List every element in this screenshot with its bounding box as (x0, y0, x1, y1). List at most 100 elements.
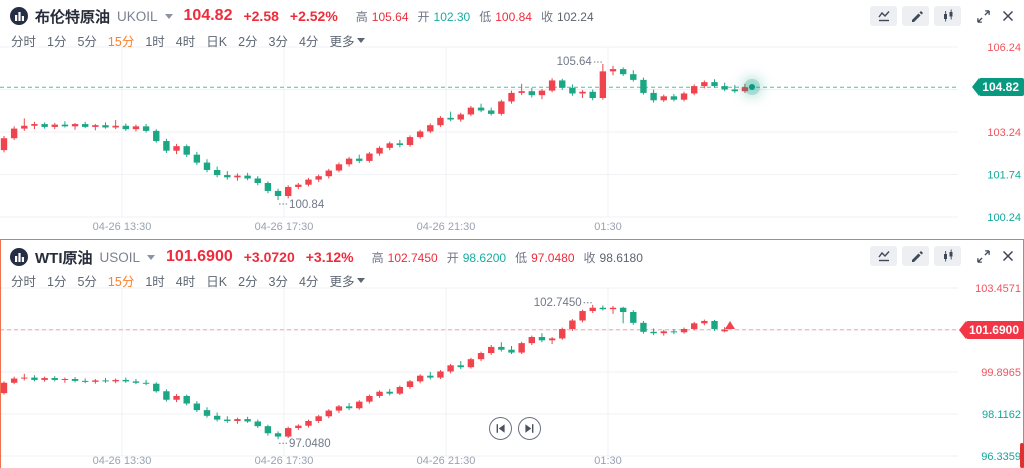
stat-label: 开 (417, 9, 430, 24)
chevron-down-icon (357, 38, 366, 43)
badge-value: 104.82 (979, 78, 1024, 97)
replay-controls (489, 417, 541, 440)
stat-label: 收 (540, 9, 553, 24)
current-price-badge: 101.6900 (958, 320, 1024, 339)
svg-text:103.24: 103.24 (987, 127, 1021, 139)
chart-toolbar (870, 6, 1018, 26)
svg-text:102.7450: 102.7450 (534, 297, 582, 309)
more-label: 更多 (329, 275, 355, 289)
instrument-symbol: USOIL (99, 249, 141, 265)
last-price: 101.6900 (166, 248, 233, 265)
timeframe-tab[interactable]: 4分 (298, 35, 319, 49)
stat-value: 98.6180 (599, 250, 643, 265)
svg-text:04-26 21:30: 04-26 21:30 (417, 455, 476, 467)
header-stats: 高 102.7450 开 98.6200 低 97.0480 收 98.6180 (367, 249, 643, 266)
candlestick-icon[interactable] (934, 246, 961, 266)
symbol-dropdown-caret-icon[interactable] (147, 254, 156, 260)
svg-text:98.1162: 98.1162 (982, 409, 1021, 421)
badge-arrow (972, 78, 980, 97)
timeframe-tab[interactable]: 3分 (268, 275, 288, 289)
stat-value: 102.7450 (387, 250, 438, 265)
timeframe-tab[interactable]: 分时 (11, 275, 37, 289)
price-change-percent: +3.12% (305, 249, 354, 265)
timeframe-tab[interactable]: 5分 (77, 275, 97, 289)
timeframe-tab[interactable]: 15分 (107, 35, 135, 49)
timeframe-tabs: 分时 1分 5分 15分 1时 4时 日K 2分 3分 4分 更多 (11, 31, 366, 50)
expand-icon[interactable] (973, 246, 993, 266)
svg-text:01:30: 01:30 (594, 455, 622, 467)
stat-value: 100.84 (495, 9, 532, 24)
last-tick-triangle-marker (725, 321, 735, 330)
timeframe-tab[interactable]: 2分 (238, 35, 258, 49)
close-icon[interactable] (998, 6, 1018, 26)
timeframe-tab[interactable]: 日K (206, 275, 228, 289)
stat-label: 高 (371, 250, 384, 265)
panel-header-ukoil: 布伦特原油 UKOIL 104.82 +2.58 +2.52% 高 105.64 开… (10, 5, 594, 27)
stat-label: 高 (355, 9, 368, 24)
instrument-name: WTI原油 (35, 249, 93, 267)
timeframe-tab[interactable]: 3分 (268, 35, 288, 49)
svg-text:105.64: 105.64 (557, 56, 593, 68)
timeframe-tab[interactable]: 1时 (145, 275, 165, 289)
timeframe-tab[interactable]: 分时 (11, 35, 37, 49)
stat-label: 低 (479, 9, 492, 24)
timeframe-tab[interactable]: 1分 (47, 275, 67, 289)
symbol-dropdown-caret-icon[interactable] (164, 13, 173, 19)
candlestick-icon[interactable] (934, 6, 961, 26)
stat-value: 97.0480 (531, 250, 575, 265)
badge-arrow (958, 320, 966, 339)
draw-icon[interactable] (902, 6, 929, 26)
last-price: 104.82 (183, 7, 233, 24)
timeframe-tab[interactable]: 1时 (145, 35, 165, 49)
indicator-icon[interactable] (870, 246, 897, 266)
timeframe-tab[interactable]: 4分 (298, 275, 319, 289)
instrument-logo-icon (10, 248, 28, 266)
timeframe-tab[interactable]: 15分 (107, 275, 135, 289)
current-price-badge: 104.82 (972, 78, 1024, 97)
timeframe-tab[interactable]: 4时 (175, 275, 196, 289)
more-timeframes-dropdown[interactable]: 更多 (329, 271, 366, 290)
chart-toolbar (870, 246, 1018, 266)
more-timeframes-dropdown[interactable]: 更多 (329, 31, 366, 50)
svg-text:04-26 17:30: 04-26 17:30 (255, 221, 314, 233)
timeframe-tabs: 分时 1分 5分 15分 1时 4时 日K 2分 3分 4分 更多 (11, 271, 366, 290)
timeframe-tab[interactable]: 5分 (77, 35, 97, 49)
timeframe-tab[interactable]: 1分 (47, 35, 67, 49)
price-change-percent: +2.52% (289, 8, 338, 24)
stat-value: 102.30 (433, 9, 471, 24)
draw-icon[interactable] (902, 246, 929, 266)
svg-text:99.8965: 99.8965 (981, 367, 1021, 379)
skip-to-start-icon[interactable] (489, 417, 512, 440)
instrument-name: 布伦特原油 (35, 8, 111, 26)
svg-text:103.4571: 103.4571 (975, 283, 1021, 295)
timeframe-tab[interactable]: 日K (206, 35, 228, 49)
panel-header-usoil: WTI原油 USOIL 101.6900 +3.0720 +3.12% 高 102… (10, 246, 643, 268)
instrument-symbol: UKOIL (117, 8, 158, 24)
last-tick-glow-marker (749, 84, 755, 91)
svg-text:97.0480: 97.0480 (289, 438, 331, 450)
timeframe-tab[interactable]: 2分 (238, 275, 258, 289)
scrollbar-thumb[interactable] (1020, 443, 1024, 468)
indicator-icon[interactable] (870, 6, 897, 26)
stat-value: 102.24 (556, 9, 594, 24)
svg-text:100.84: 100.84 (289, 199, 325, 211)
timeframe-tab[interactable]: 4时 (175, 35, 196, 49)
price-change: +2.58 (243, 8, 279, 24)
svg-text:04-26 21:30: 04-26 21:30 (417, 221, 476, 233)
svg-text:96.3359: 96.3359 (981, 451, 1021, 463)
stat-label: 开 (446, 250, 459, 265)
svg-text:01:30: 01:30 (594, 221, 622, 233)
expand-icon[interactable] (973, 6, 993, 26)
close-icon[interactable] (998, 246, 1018, 266)
more-label: 更多 (329, 35, 355, 49)
stat-value: 105.64 (371, 9, 409, 24)
header-stats: 高 105.64 开 102.30 低 100.84 收 102.24 (351, 8, 594, 25)
skip-to-end-icon[interactable] (518, 417, 541, 440)
svg-text:101.74: 101.74 (987, 170, 1021, 182)
stat-label: 低 (515, 250, 528, 265)
price-change: +3.0720 (243, 249, 295, 265)
svg-text:100.24: 100.24 (987, 212, 1021, 224)
svg-text:106.24: 106.24 (987, 42, 1021, 54)
